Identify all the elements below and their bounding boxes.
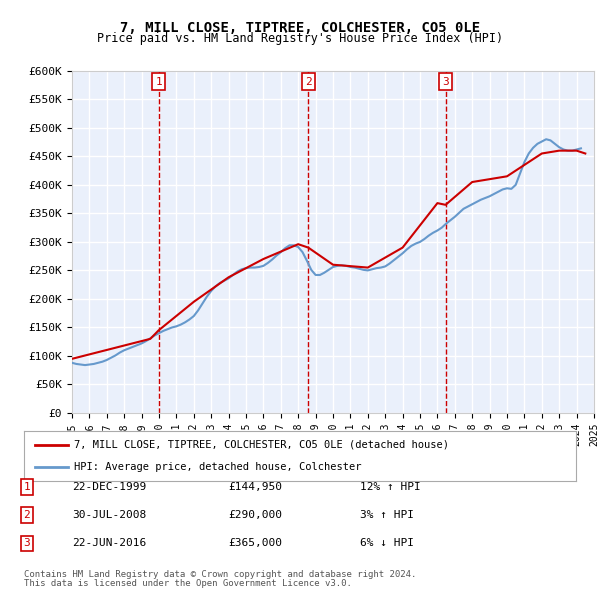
Text: 3: 3 [442,77,449,87]
Text: This data is licensed under the Open Government Licence v3.0.: This data is licensed under the Open Gov… [24,579,352,588]
Text: Price paid vs. HM Land Registry's House Price Index (HPI): Price paid vs. HM Land Registry's House … [97,32,503,45]
Text: 22-JUN-2016: 22-JUN-2016 [72,539,146,548]
Text: £365,000: £365,000 [228,539,282,548]
Text: 30-JUL-2008: 30-JUL-2008 [72,510,146,520]
Text: Contains HM Land Registry data © Crown copyright and database right 2024.: Contains HM Land Registry data © Crown c… [24,571,416,579]
Text: 7, MILL CLOSE, TIPTREE, COLCHESTER, CO5 0LE (detached house): 7, MILL CLOSE, TIPTREE, COLCHESTER, CO5 … [74,440,449,450]
Text: 22-DEC-1999: 22-DEC-1999 [72,482,146,491]
Text: 2: 2 [305,77,311,87]
Text: 1: 1 [155,77,162,87]
Text: 2: 2 [23,510,31,520]
Text: £144,950: £144,950 [228,482,282,491]
Text: 12% ↑ HPI: 12% ↑ HPI [360,482,421,491]
Text: 1: 1 [23,482,31,491]
Text: 6% ↓ HPI: 6% ↓ HPI [360,539,414,548]
Text: 7, MILL CLOSE, TIPTREE, COLCHESTER, CO5 0LE: 7, MILL CLOSE, TIPTREE, COLCHESTER, CO5 … [120,21,480,35]
Text: £290,000: £290,000 [228,510,282,520]
Text: 3: 3 [23,539,31,548]
Text: HPI: Average price, detached house, Colchester: HPI: Average price, detached house, Colc… [74,462,361,472]
Text: 3% ↑ HPI: 3% ↑ HPI [360,510,414,520]
